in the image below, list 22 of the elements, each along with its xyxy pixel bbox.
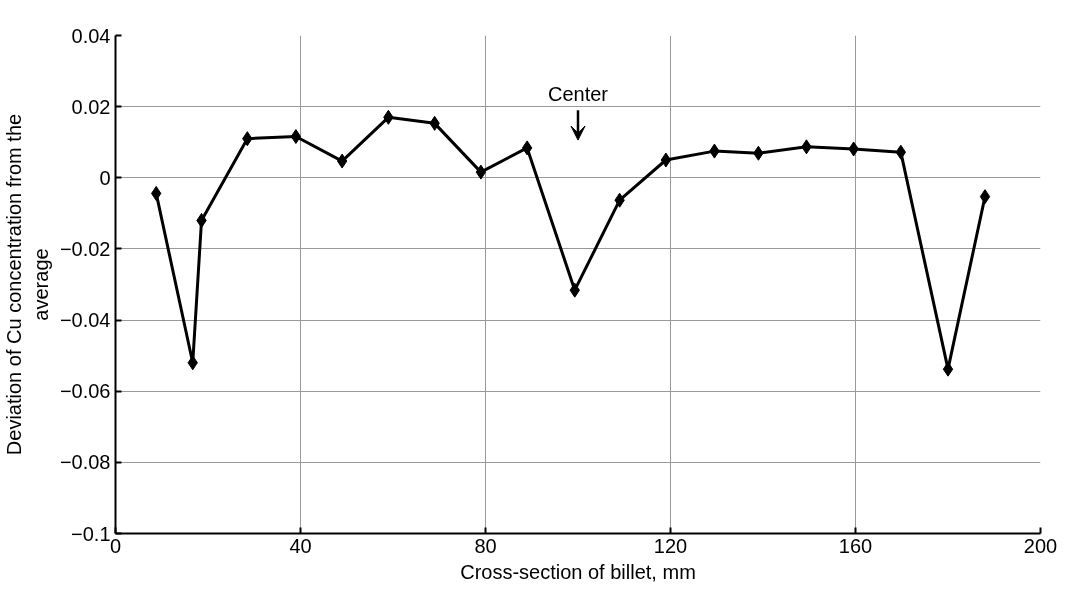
- y-axis-title: Deviation of Cu concentration from the average: [3, 113, 52, 456]
- y-tick-label: −0.04: [59, 309, 111, 332]
- y-tick-label: −0.06: [59, 380, 111, 403]
- y-tick-label: −0.1: [71, 522, 111, 545]
- x-tick-label: 40: [289, 534, 312, 557]
- y-tick-label: −0.08: [59, 451, 111, 474]
- point: [475, 164, 487, 180]
- y-tick-label: 0.02: [71, 95, 111, 118]
- y-tick-label: 0.04: [71, 24, 111, 47]
- x-axis-title: Cross-section of billet, mm: [460, 560, 696, 583]
- point: [290, 129, 302, 145]
- x-tick-label: 120: [653, 534, 688, 557]
- annotation: Center: [547, 83, 609, 106]
- point: [660, 152, 672, 168]
- point: [336, 153, 348, 169]
- point: [979, 189, 991, 205]
- y-tick-label: 0: [99, 166, 111, 189]
- x-tick-label: 160: [838, 534, 873, 557]
- y-tick-label: −0.02: [59, 237, 111, 260]
- x-tick-label: 80: [474, 534, 497, 557]
- point: [521, 140, 533, 156]
- x-tick-label: 200: [1023, 534, 1058, 557]
